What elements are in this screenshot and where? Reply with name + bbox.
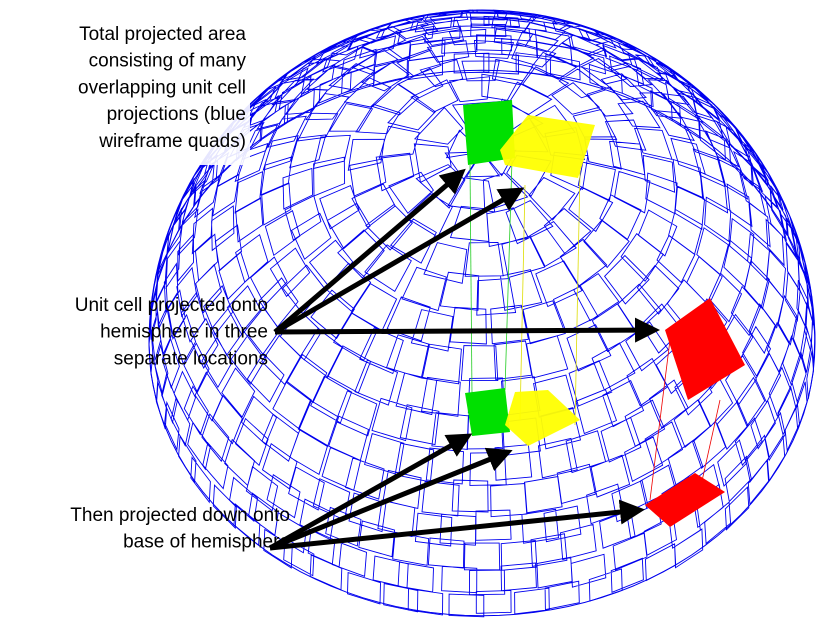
label-line: hemisphere in three xyxy=(100,322,268,343)
label-line: separate locations xyxy=(114,348,268,369)
label-line: Then projected down onto xyxy=(70,505,290,526)
label-line: projections (blue xyxy=(107,104,246,125)
label-top: Total projected area consisting of many ov… xyxy=(78,24,246,152)
wireframe xyxy=(148,9,816,618)
label-background xyxy=(0,15,250,165)
label-line: Total projected area xyxy=(79,24,246,45)
label-bottom: Then projected down onto base of hemisphe… xyxy=(70,505,290,553)
unit-cells xyxy=(463,100,745,527)
label-line: base of hemisphere xyxy=(123,532,290,553)
label-middle: Unit cell projected onto hemisphere in th… xyxy=(75,295,268,369)
label-line: wireframe quads) xyxy=(98,131,246,152)
label-line: consisting of many xyxy=(89,51,247,72)
label-line: overlapping unit cell xyxy=(78,77,246,98)
arrows xyxy=(268,168,660,551)
outline xyxy=(148,9,816,344)
label-line: Unit cell projected onto xyxy=(75,295,268,316)
